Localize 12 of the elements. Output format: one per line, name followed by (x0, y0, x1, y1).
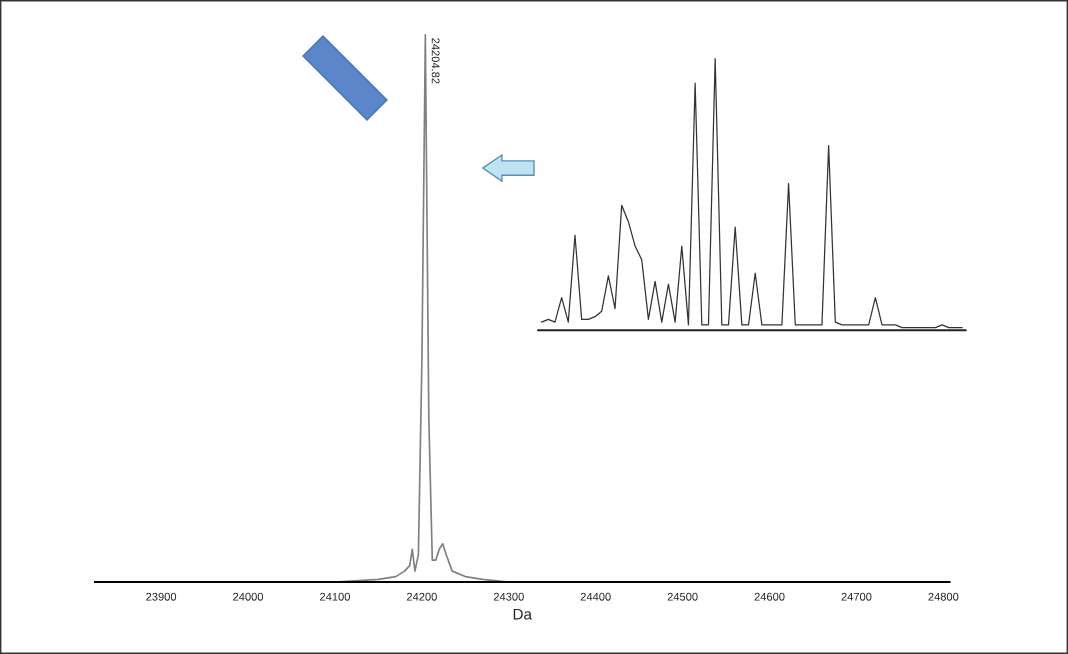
x-tick-label: 24800 (928, 592, 959, 601)
x-tick-label: 24700 (841, 592, 872, 601)
x-tick-label: 24400 (580, 592, 611, 601)
x-tick-label: 24200 (406, 592, 437, 601)
x-tick-label: 24100 (320, 592, 350, 601)
x-tick-label: 24000 (233, 592, 264, 601)
annotation: 24204.82 (431, 38, 440, 84)
x-tick-label: 24500 (667, 592, 698, 601)
x-axis-title: Da (513, 608, 533, 620)
x-tick-label: 24300 (493, 592, 524, 601)
x-tick-label: 23900 (146, 592, 177, 601)
x-tick-label: 24600 (754, 592, 785, 601)
